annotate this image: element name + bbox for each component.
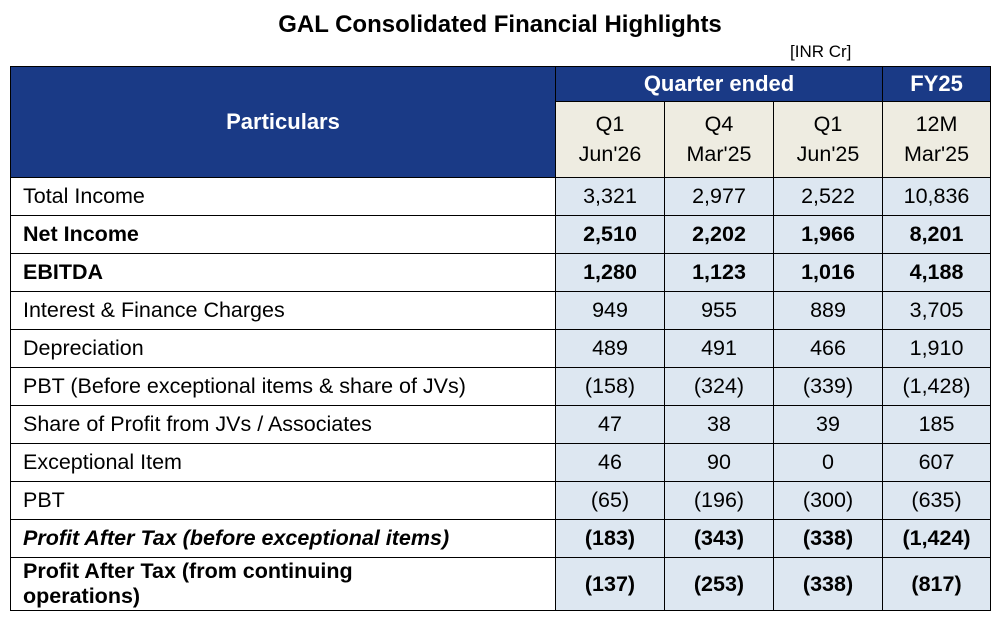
- row-label: Total Income: [10, 177, 556, 216]
- cell-value: (300): [772, 481, 884, 520]
- cell-value: 607: [882, 443, 992, 482]
- table-row: Net Income 2,510 2,202 1,966 8,201: [10, 215, 992, 254]
- cell-value: 46: [555, 443, 665, 482]
- cell-value: 0: [772, 443, 884, 482]
- cell-value: (65): [555, 481, 665, 520]
- cell-value: (1,428): [882, 367, 992, 406]
- table-row: PBT (65) (196) (300) (635): [10, 481, 992, 520]
- row-label: Interest & Finance Charges: [10, 291, 556, 330]
- cell-value: (324): [664, 367, 774, 406]
- cell-value: (183): [555, 519, 665, 558]
- cell-value: 8,201: [882, 215, 992, 254]
- cell-value: 955: [664, 291, 774, 330]
- row-label: Exceptional Item: [10, 443, 556, 482]
- row-label: PBT (Before exceptional items & share of…: [10, 367, 556, 406]
- cell-value: 2,202: [664, 215, 774, 254]
- cell-value: 3,705: [882, 291, 992, 330]
- column-period-label: Q4: [664, 101, 774, 138]
- table-row: Share of Profit from JVs / Associates 47…: [10, 405, 992, 444]
- fy-header: FY25: [882, 66, 992, 102]
- row-label: Depreciation: [10, 329, 556, 368]
- cell-value: 1,123: [664, 253, 774, 292]
- page-title: GAL Consolidated Financial Highlights: [278, 11, 722, 38]
- table-row: Profit After Tax (before exceptional ite…: [10, 519, 992, 558]
- table-row: EBITDA 1,280 1,123 1,016 4,188: [10, 253, 992, 292]
- cell-value: (1,424): [882, 519, 992, 558]
- cell-value: (343): [664, 519, 774, 558]
- cell-value: (338): [772, 519, 884, 558]
- cell-value: 3,321: [555, 177, 665, 216]
- table-row: Exceptional Item 46 90 0 607: [10, 443, 992, 482]
- cell-value: 10,836: [882, 177, 992, 216]
- cell-value: 491: [664, 329, 774, 368]
- cell-value: 39: [772, 405, 884, 444]
- cell-value: (137): [555, 557, 665, 611]
- quarter-ended-header: Quarter ended: [554, 66, 884, 102]
- financial-highlights-table: Particulars Quarter ended FY25 Q1 Q4 Q1 …: [10, 66, 992, 611]
- row-label: Profit After Tax (from continuing operat…: [10, 557, 556, 611]
- column-period-label: Q1: [555, 101, 665, 138]
- cell-value: 4,188: [882, 253, 992, 292]
- cell-value: 90: [664, 443, 774, 482]
- table-row: Total Income 3,321 2,977 2,522 10,836: [10, 177, 992, 216]
- cell-value: 949: [555, 291, 665, 330]
- cell-value: 1,966: [772, 215, 884, 254]
- cell-value: (196): [664, 481, 774, 520]
- cell-value: 1,910: [882, 329, 992, 368]
- column-period-label: 12M: [882, 101, 992, 138]
- cell-value: 2,522: [772, 177, 884, 216]
- cell-value: 1,016: [772, 253, 884, 292]
- cell-value: 2,510: [555, 215, 665, 254]
- column-date-label: Jun'26: [555, 138, 665, 178]
- row-label: Share of Profit from JVs / Associates: [10, 405, 556, 444]
- cell-value: 38: [664, 405, 774, 444]
- cell-value: (253): [664, 557, 774, 611]
- cell-value: 2,977: [664, 177, 774, 216]
- column-period-label: Q1: [772, 101, 884, 138]
- table-row: Interest & Finance Charges 949 955 889 3…: [10, 291, 992, 330]
- cell-value: 889: [772, 291, 884, 330]
- column-date-label: Mar'25: [882, 138, 992, 178]
- cell-value: 1,280: [555, 253, 665, 292]
- cell-value: 185: [882, 405, 992, 444]
- row-label: EBITDA: [10, 253, 556, 292]
- cell-value: 466: [772, 329, 884, 368]
- particulars-header: Particulars: [10, 66, 556, 178]
- row-label: Net Income: [10, 215, 556, 254]
- cell-value: (338): [772, 557, 884, 611]
- row-label: Profit After Tax (before exceptional ite…: [10, 519, 556, 558]
- cell-value: (635): [882, 481, 992, 520]
- unit-label: [INR Cr]: [790, 42, 852, 61]
- cell-value: 47: [555, 405, 665, 444]
- table-row: Profit After Tax (from continuing operat…: [10, 557, 992, 611]
- cell-value: (339): [772, 367, 884, 406]
- row-label: PBT: [10, 481, 556, 520]
- cell-value: (817): [882, 557, 992, 611]
- cell-value: (158): [555, 367, 665, 406]
- column-date-label: Jun'25: [772, 138, 884, 178]
- table-row: PBT (Before exceptional items & share of…: [10, 367, 992, 406]
- table-row: Depreciation 489 491 466 1,910: [10, 329, 992, 368]
- cell-value: 489: [555, 329, 665, 368]
- column-date-label: Mar'25: [664, 138, 774, 178]
